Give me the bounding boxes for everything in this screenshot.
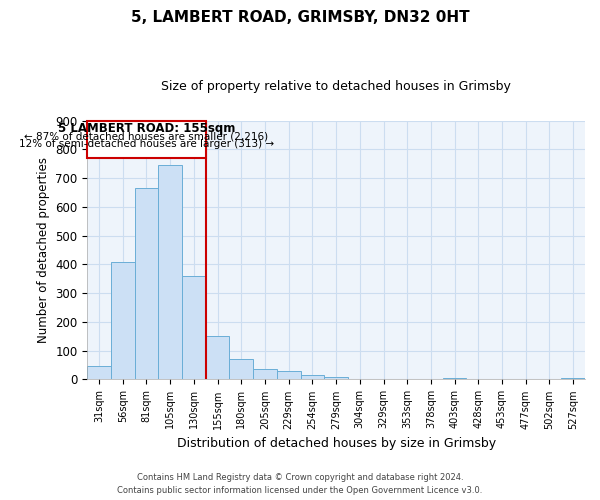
Text: ← 87% of detached houses are smaller (2,216): ← 87% of detached houses are smaller (2,…: [25, 132, 269, 141]
Text: 5, LAMBERT ROAD, GRIMSBY, DN32 0HT: 5, LAMBERT ROAD, GRIMSBY, DN32 0HT: [131, 10, 469, 25]
Bar: [111, 262, 134, 380]
Bar: [182, 276, 206, 380]
Bar: [561, 378, 585, 380]
Text: 12% of semi-detached houses are larger (313) →: 12% of semi-detached houses are larger (…: [19, 138, 274, 148]
Text: 5 LAMBERT ROAD: 155sqm: 5 LAMBERT ROAD: 155sqm: [58, 122, 235, 135]
Bar: [277, 371, 301, 380]
Bar: [324, 376, 348, 380]
Bar: [134, 188, 158, 380]
X-axis label: Distribution of detached houses by size in Grimsby: Distribution of detached houses by size …: [176, 437, 496, 450]
Bar: [87, 366, 111, 380]
Bar: [206, 336, 229, 380]
Bar: [229, 360, 253, 380]
Bar: [253, 368, 277, 380]
Bar: [301, 375, 324, 380]
Text: Contains HM Land Registry data © Crown copyright and database right 2024.
Contai: Contains HM Land Registry data © Crown c…: [118, 474, 482, 495]
FancyBboxPatch shape: [87, 122, 206, 158]
Y-axis label: Number of detached properties: Number of detached properties: [37, 157, 50, 343]
Bar: [158, 165, 182, 380]
Bar: [443, 378, 466, 380]
Title: Size of property relative to detached houses in Grimsby: Size of property relative to detached ho…: [161, 80, 511, 93]
